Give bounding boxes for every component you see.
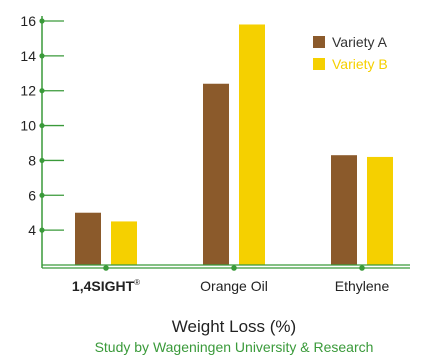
bar: [367, 156, 393, 265]
x-tick-dot: [231, 265, 237, 271]
x-tick-label-text: Ethylene: [335, 278, 390, 294]
bar: [331, 155, 357, 265]
x-tick-label-text: 1,4SIGHT: [72, 278, 135, 294]
y-tick-label: 6: [28, 187, 36, 203]
y-tick-label: 10: [20, 118, 36, 134]
x-tick-dot: [359, 265, 365, 271]
legend-swatch: [313, 58, 325, 70]
bar: [203, 83, 229, 265]
bar: [75, 212, 101, 265]
plot-area: [75, 24, 393, 265]
axes: 4 6 8 10 12 14 16 1,4SIGHT® Orange Oil Ethylene: [20, 13, 410, 294]
bar: [111, 221, 137, 265]
legend-label: Variety B: [332, 56, 388, 72]
y-tick-label: 4: [28, 222, 36, 238]
y-tick-label: 8: [28, 152, 36, 168]
legend-swatch: [313, 36, 325, 48]
legend: Variety A Variety B: [313, 34, 388, 72]
x-tick-label: Ethylene: [335, 278, 390, 294]
registered-mark: ®: [134, 278, 140, 287]
y-tick-label: 12: [20, 83, 36, 99]
chart-subtitle: Study by Wageningen University & Researc…: [95, 339, 374, 355]
legend-label: Variety A: [332, 34, 388, 50]
x-tick-label-text: Orange Oil: [200, 278, 268, 294]
y-tick-label: 14: [20, 48, 36, 64]
y-tick-label: 16: [20, 13, 36, 29]
x-tick-label: 1,4SIGHT®: [72, 278, 140, 294]
x-axis-label: Weight Loss (%): [172, 317, 296, 336]
bar: [239, 24, 265, 265]
x-tick-label: Orange Oil: [200, 278, 268, 294]
x-tick-dot: [103, 265, 109, 271]
